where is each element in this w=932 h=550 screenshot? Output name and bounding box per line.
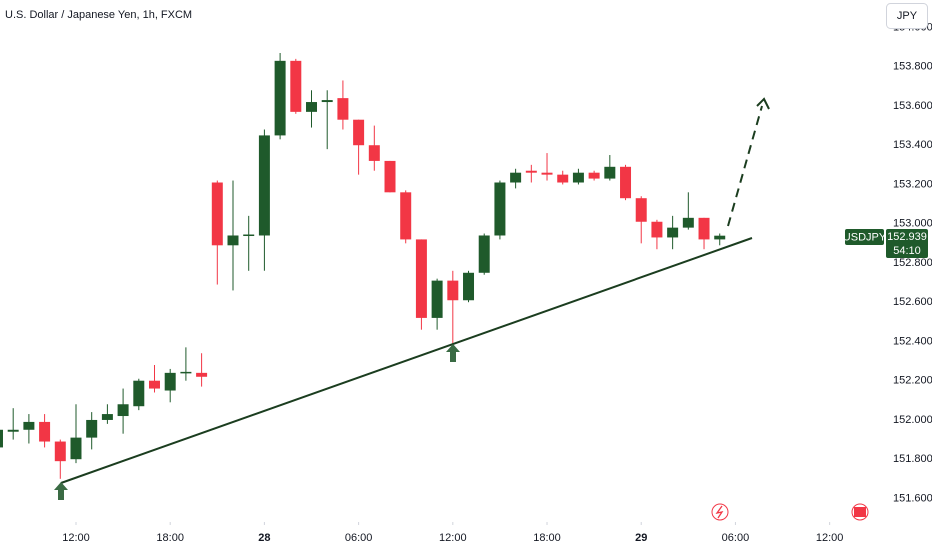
candle-body <box>196 372 208 377</box>
candle-body <box>620 166 632 199</box>
y-tick-label: 151.800 <box>893 453 932 465</box>
x-tick-label: 18:00 <box>156 532 184 544</box>
x-tick-label: 28 <box>258 532 270 544</box>
y-tick-label: 153.800 <box>893 61 932 73</box>
candle-body <box>588 172 600 179</box>
candle-body <box>101 414 113 420</box>
x-tick-label: 06:00 <box>345 532 373 544</box>
axis-labels: 151.600 151.800 152.000 152.200 152.400 152.6… <box>62 21 932 544</box>
candle-body <box>431 280 443 318</box>
candle-body <box>667 227 679 238</box>
candle-body <box>525 170 537 173</box>
axis-layer <box>75 26 844 525</box>
candle-body <box>86 419 98 438</box>
y-tick-label: 152.800 <box>893 257 932 269</box>
candle-body <box>149 380 160 389</box>
candle-body <box>415 239 427 318</box>
candle-body <box>353 119 365 146</box>
symbol-badge <box>845 229 884 245</box>
candle-body <box>133 380 145 407</box>
countdown-label: 54:10 <box>893 245 921 257</box>
symbol-label: USDJPY <box>843 231 887 243</box>
candle-body <box>211 182 223 246</box>
candle-body <box>368 145 380 161</box>
up-arrow <box>54 482 68 500</box>
trend-line <box>60 237 753 484</box>
last-price-label: 152.939 <box>887 231 927 243</box>
currency-button[interactable] <box>886 3 928 29</box>
candle-body <box>400 192 412 240</box>
x-tick-label: 18:00 <box>533 532 561 544</box>
event-icon-glyph <box>715 505 724 519</box>
candle-body <box>54 441 66 462</box>
candle-body <box>541 172 553 175</box>
candle-body <box>227 235 239 246</box>
candle-body <box>478 235 490 273</box>
y-tick-label: 153.400 <box>893 139 932 151</box>
candle-body <box>243 234 255 237</box>
candle-body <box>321 100 333 103</box>
currency-label[interactable]: JPY <box>897 10 918 22</box>
candle-body <box>557 174 569 183</box>
projection-arrowhead <box>756 97 770 110</box>
x-tick-label: 06:00 <box>722 532 750 544</box>
projection-line <box>727 105 763 227</box>
candle-body <box>447 280 459 301</box>
candle-body <box>572 172 584 183</box>
candle-body <box>714 235 726 240</box>
candle-body <box>39 421 51 442</box>
y-tick-label: 152.600 <box>893 296 932 308</box>
y-tick-label: 153.000 <box>893 218 932 230</box>
candle-body <box>306 102 318 112</box>
x-tick-label: 12:00 <box>62 532 90 544</box>
candle-body <box>0 429 3 448</box>
y-tick-label: 151.600 <box>893 492 932 504</box>
candle-body <box>180 371 192 374</box>
candle-body <box>698 217 710 240</box>
candle-body <box>290 60 302 112</box>
candle-body <box>164 372 176 391</box>
y-tick-label: 153.200 <box>893 178 932 190</box>
y-tick-label: 152.200 <box>893 375 932 387</box>
flag-icon-glyph <box>854 507 866 517</box>
x-tick-label: 12:00 <box>439 532 467 544</box>
candle-body <box>635 198 647 222</box>
x-tick-label: 29 <box>635 532 647 544</box>
time-axis-bg <box>0 525 932 550</box>
price-axis-bg <box>840 0 932 550</box>
y-tick-label: 152.000 <box>893 414 932 426</box>
candle-body <box>337 98 349 120</box>
candle-body <box>651 221 663 238</box>
candle-body <box>7 429 19 432</box>
chart-title: U.S. Dollar / Japanese Yen, 1h, FXCM <box>5 9 192 21</box>
up-arrow <box>446 344 460 362</box>
candle-body <box>384 160 396 193</box>
candle-body <box>510 172 522 183</box>
price-badge <box>886 229 928 258</box>
candle-body <box>682 217 694 228</box>
x-tick-label: 12:00 <box>816 532 844 544</box>
candle-body <box>258 135 270 236</box>
candles <box>0 52 726 479</box>
y-tick-label: 152.400 <box>893 335 932 347</box>
candle-body <box>70 437 82 460</box>
candle-body <box>604 166 616 179</box>
candle-body <box>494 182 506 236</box>
candle-body <box>274 60 286 136</box>
y-tick-label: 153.600 <box>893 100 932 112</box>
candle-body <box>463 272 475 301</box>
candle-body <box>23 421 35 430</box>
candle-body <box>117 404 129 417</box>
